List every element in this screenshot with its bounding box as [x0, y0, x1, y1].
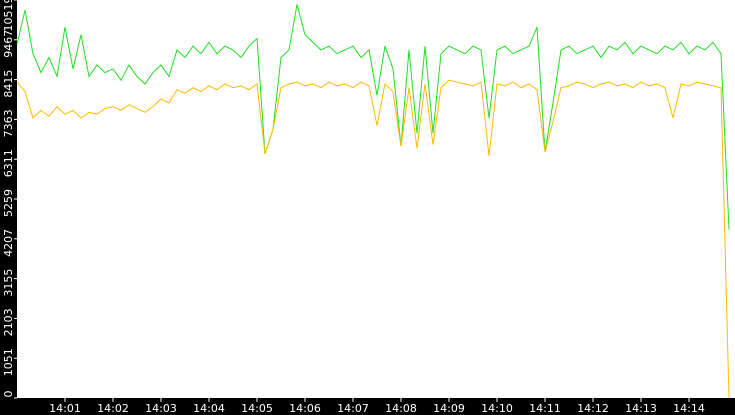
x-tick-label: 14:06 — [289, 402, 321, 415]
y-tick-label: 8415 — [2, 70, 15, 98]
x-tick-label: 14:04 — [193, 402, 225, 415]
y-tick-label: 3155 — [2, 269, 15, 297]
x-tick-label: 14:07 — [337, 402, 369, 415]
x-tick-label: 14:05 — [241, 402, 273, 415]
x-tick-label: 14:02 — [97, 402, 129, 415]
y-tick-label: 7363 — [2, 109, 15, 137]
x-tick-label: 14:01 — [49, 402, 81, 415]
y-axis-strip — [0, 0, 17, 415]
y-tick-label: 4207 — [2, 229, 15, 257]
series-line — [16, 4, 730, 230]
x-tick-label: 14:11 — [529, 402, 561, 415]
x-tick-label: 14:03 — [145, 402, 177, 415]
y-tick-label: 6311 — [2, 149, 15, 177]
y-tick-label: 9467 — [2, 30, 15, 58]
x-tick-label: 14:08 — [385, 402, 417, 415]
x-tick-label: 14:14 — [673, 402, 705, 415]
x-axis-strip — [0, 398, 735, 415]
y-tick-label: 1051 — [2, 348, 15, 376]
y-tick-label: 5259 — [2, 189, 15, 217]
y-tick-label: 10519 — [2, 0, 15, 32]
y-tick-label: 0 — [2, 391, 15, 398]
x-tick-label: 14:12 — [577, 402, 609, 415]
x-tick-label: 14:13 — [625, 402, 657, 415]
y-tick-label: 2103 — [2, 308, 15, 336]
x-tick-label: 14:10 — [481, 402, 513, 415]
x-tick-label: 14:09 — [433, 402, 465, 415]
series-line — [16, 79, 730, 399]
